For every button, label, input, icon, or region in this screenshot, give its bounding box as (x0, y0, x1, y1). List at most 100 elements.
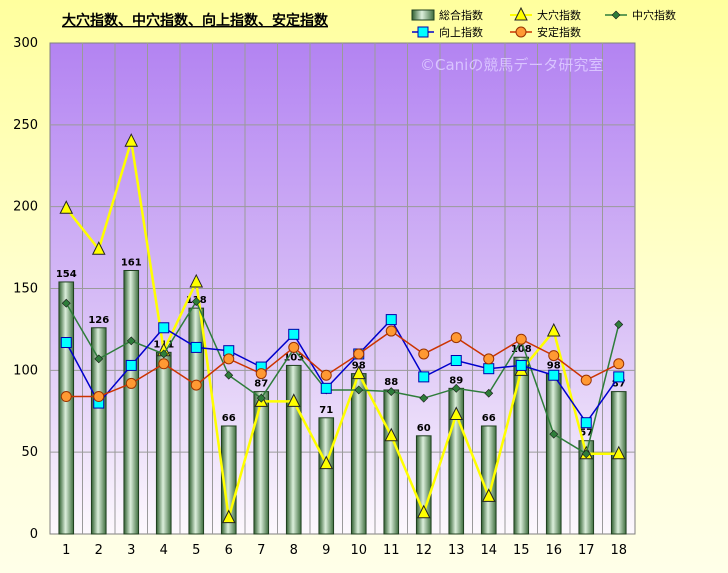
x-tick-label: 9 (322, 543, 330, 558)
legend-marker (611, 10, 621, 20)
data-point (385, 314, 397, 326)
data-point (126, 336, 136, 346)
data-point (93, 391, 105, 403)
legend-item: 向上指数 (412, 25, 483, 39)
data-point (549, 429, 559, 439)
data-point (124, 133, 139, 147)
data-point (546, 322, 561, 337)
y-tick-label: 50 (21, 445, 38, 460)
data-point (515, 333, 527, 345)
legend-item: 安定指数 (510, 25, 581, 39)
x-tick-label: 17 (578, 543, 595, 558)
y-tick-label: 150 (13, 282, 38, 297)
x-tick-label: 4 (160, 543, 168, 558)
bar (610, 391, 627, 535)
bar-data-label: 66 (222, 413, 236, 424)
data-point (385, 325, 397, 337)
grid-lines (50, 43, 635, 534)
data-point (581, 449, 591, 459)
bar-data-label: 88 (384, 377, 398, 388)
legend-label: 向上指数 (439, 25, 483, 39)
y-tick-label: 100 (13, 363, 38, 378)
data-point (189, 273, 204, 288)
x-tick-label: 6 (225, 543, 233, 558)
legend-marker (515, 26, 527, 38)
bar (318, 417, 335, 535)
x-tick-label: 5 (192, 543, 200, 558)
y-tick-label: 250 (13, 118, 38, 133)
data-point (288, 341, 300, 353)
legend-label: 中穴指数 (632, 8, 676, 22)
data-point (60, 391, 72, 403)
legend-swatch (411, 9, 435, 21)
bar-data-label: 98 (547, 361, 561, 372)
data-point (255, 368, 267, 380)
x-tick-label: 13 (448, 543, 465, 558)
bar-data-label: 89 (449, 375, 463, 386)
bar-data-label: 103 (283, 352, 304, 363)
data-point (450, 355, 462, 367)
bar (253, 391, 270, 535)
bar-data-label: 87 (612, 379, 626, 390)
bar (415, 435, 432, 535)
data-point (614, 320, 624, 329)
bar (188, 307, 205, 535)
legend-label: 大穴指数 (537, 8, 581, 22)
data-point (613, 371, 625, 383)
data-point (190, 379, 202, 391)
data-point (224, 370, 234, 380)
data-point (416, 504, 431, 519)
data-point (60, 337, 72, 349)
legend-item: 中穴指数 (605, 8, 676, 22)
data-point (386, 387, 396, 397)
chart-title: 大穴指数、中穴指数、向上指数、安定指数 (62, 12, 329, 29)
data-point (159, 349, 169, 359)
bar-data-label: 60 (417, 423, 431, 434)
bar (350, 373, 367, 535)
bar (285, 364, 302, 535)
data-point (91, 241, 106, 255)
x-tick-label: 12 (415, 543, 432, 558)
x-tick-label: 8 (290, 543, 298, 558)
bar-data-label: 66 (482, 413, 496, 424)
x-tick-label: 16 (545, 543, 562, 558)
data-point (158, 322, 170, 334)
bar-data-label: 108 (511, 344, 532, 355)
data-point (548, 350, 560, 362)
data-point (481, 488, 496, 502)
data-point (548, 369, 560, 381)
data-point (418, 348, 430, 360)
data-point (611, 445, 626, 460)
series-line (66, 330, 620, 398)
x-tick-label: 3 (127, 543, 135, 558)
data-point (256, 393, 266, 403)
legend-marker (514, 6, 528, 21)
bar-data-label: 126 (88, 315, 109, 326)
data-point (286, 393, 301, 407)
data-point (320, 382, 332, 394)
data-point (125, 359, 137, 371)
data-point (580, 417, 592, 429)
legend-item: 総合指数 (411, 8, 483, 22)
data-point (319, 455, 334, 470)
bar-data-label: 57 (579, 428, 593, 439)
data-point (288, 328, 300, 340)
y-tick-label: 300 (13, 36, 38, 51)
data-point (483, 363, 495, 375)
bar (383, 389, 400, 535)
x-tick-label: 2 (95, 543, 103, 558)
series-line (65, 299, 620, 455)
data-point (221, 509, 236, 524)
x-tick-label: 1 (62, 543, 70, 558)
data-point (450, 332, 462, 344)
data-point (191, 297, 201, 307)
bar (90, 327, 107, 535)
data-point (190, 341, 202, 353)
data-point (351, 365, 366, 380)
bar (545, 373, 562, 535)
bar (123, 269, 140, 535)
x-tick-label: 14 (480, 543, 497, 558)
